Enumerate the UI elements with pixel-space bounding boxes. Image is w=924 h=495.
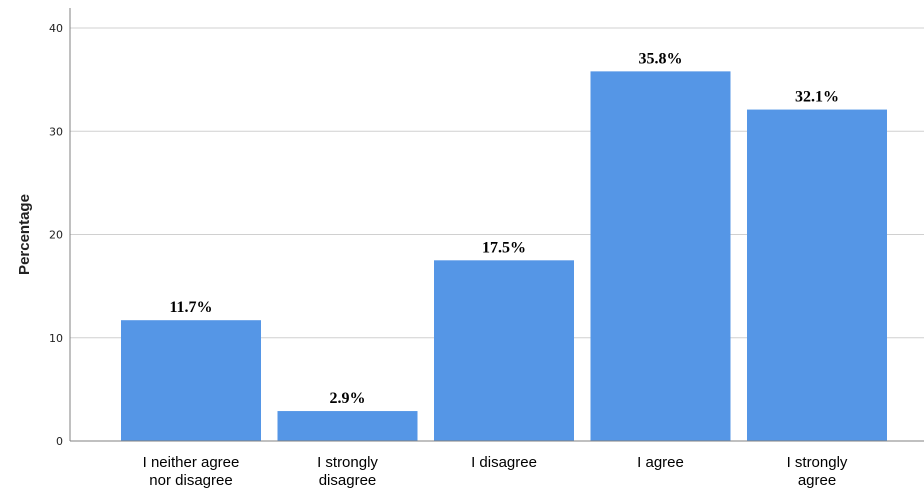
y-tick-label: 20 bbox=[49, 229, 63, 242]
y-tick-label: 10 bbox=[49, 332, 63, 345]
category-label: I neither agree bbox=[143, 454, 240, 471]
category-label: agree bbox=[798, 472, 836, 489]
data-label: 2.9% bbox=[330, 390, 366, 407]
data-label: 32.1% bbox=[795, 89, 839, 106]
data-label: 35.8% bbox=[639, 50, 683, 67]
y-axis-ticks: 0 10 20 30 40 bbox=[49, 22, 63, 448]
bar bbox=[434, 260, 574, 441]
data-labels: 11.7% 2.9% 17.5% 35.8% 32.1% bbox=[169, 50, 839, 407]
bar bbox=[747, 109, 887, 441]
bar bbox=[121, 320, 261, 441]
y-tick-label: 0 bbox=[56, 435, 63, 448]
bar bbox=[590, 71, 731, 442]
category-label: disagree bbox=[319, 472, 377, 489]
category-label: I disagree bbox=[471, 454, 537, 471]
y-tick-label: 30 bbox=[49, 125, 63, 138]
data-label: 17.5% bbox=[482, 239, 526, 256]
data-label: 11.7% bbox=[169, 299, 212, 316]
category-label: nor disagree bbox=[149, 472, 232, 489]
bar bbox=[277, 411, 418, 441]
category-label: I agree bbox=[637, 454, 684, 471]
category-label: I strongly bbox=[787, 454, 848, 471]
y-axis-title: Percentage bbox=[16, 194, 33, 275]
category-label: I strongly bbox=[317, 454, 378, 471]
bars bbox=[121, 71, 887, 442]
y-tick-label: 40 bbox=[49, 22, 63, 35]
